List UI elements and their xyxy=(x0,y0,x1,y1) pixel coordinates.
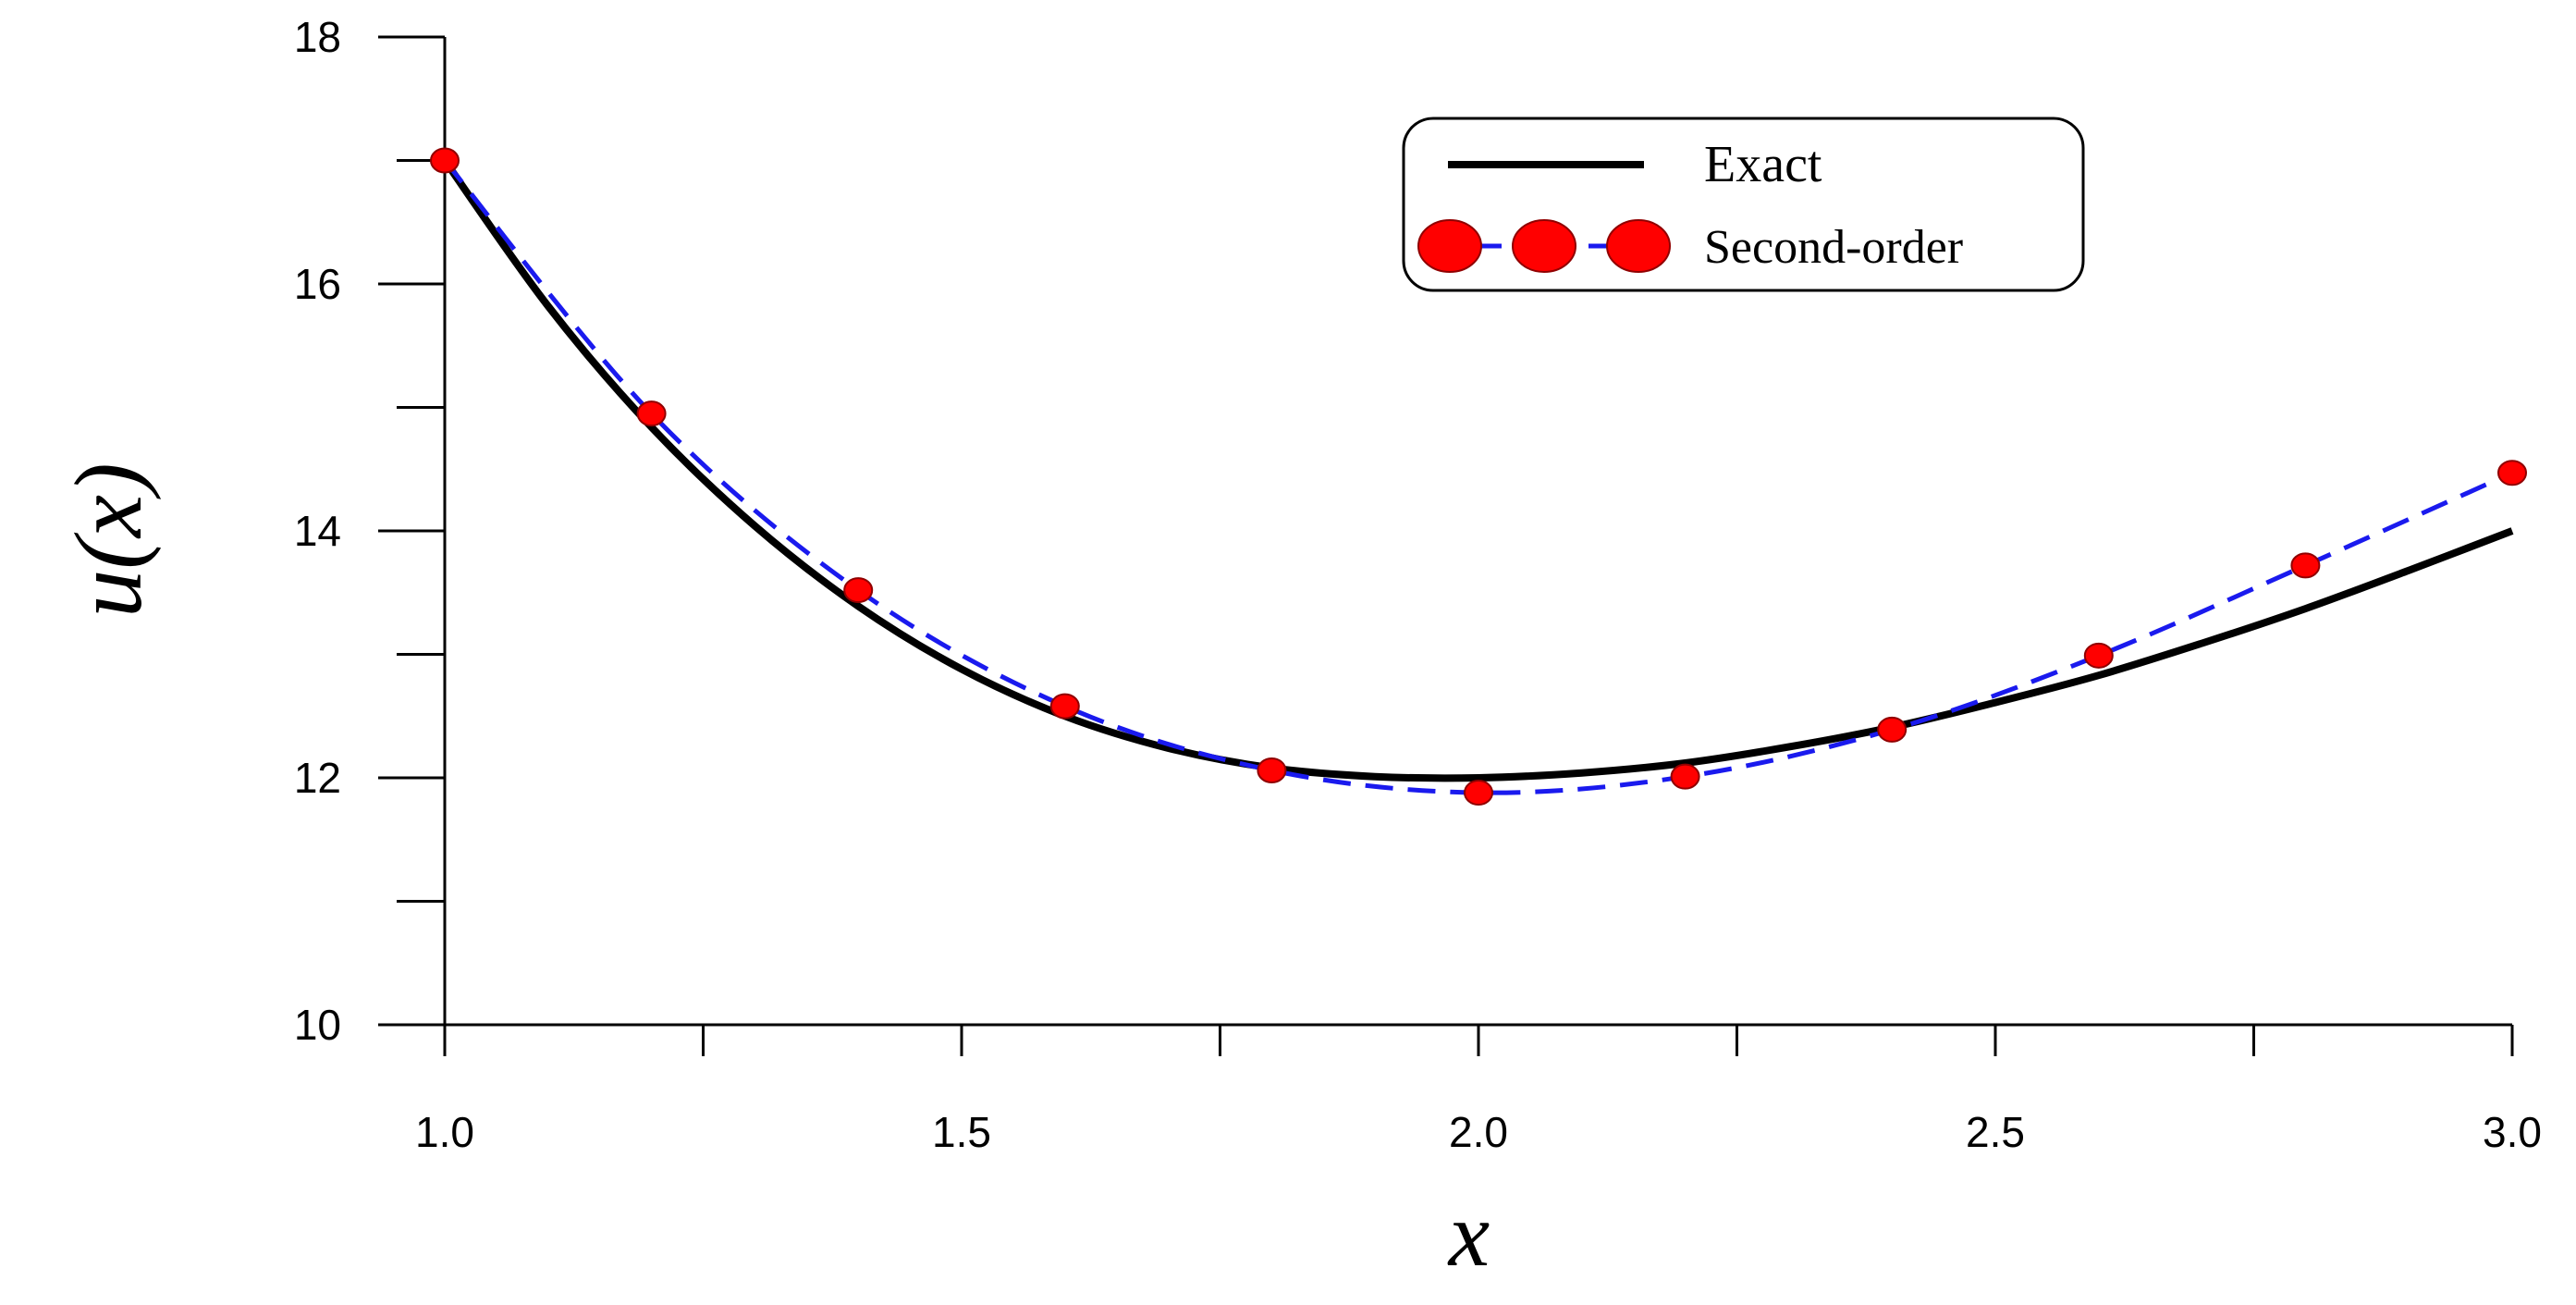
series-second-order-point xyxy=(1877,716,1907,743)
series-second-order-point xyxy=(843,577,874,604)
y-tick-label: 14 xyxy=(294,507,341,555)
x-tick-label: 2.0 xyxy=(1449,1108,1508,1156)
axes: 1.0 1.5 2.0 2.5 3.0 10 12 14 16 18 x u(x) xyxy=(55,13,2542,1286)
series-layer xyxy=(430,147,2527,806)
series-second-order-point xyxy=(2083,642,2114,669)
y-axis-title: u(x) xyxy=(55,462,162,617)
series-second-order-point xyxy=(2497,460,2527,486)
legend-exact-label: Exact xyxy=(1704,136,1822,193)
series-exact-line xyxy=(441,158,2514,782)
series-second-order-point xyxy=(1670,763,1700,790)
legend: Exact Second-order xyxy=(1402,117,2085,292)
y-tick-label: 10 xyxy=(294,1001,341,1049)
x-tick-label: 3.0 xyxy=(2483,1108,2542,1156)
series-second-order-line xyxy=(443,158,2514,795)
legend-second-order-marker xyxy=(1512,219,1576,273)
y-tick-label: 12 xyxy=(294,754,341,802)
series-second-order-point xyxy=(1464,780,1493,806)
x-tick-label: 1.0 xyxy=(415,1108,474,1156)
y-tick-label: 18 xyxy=(294,13,341,61)
x-tick-label: 1.5 xyxy=(932,1108,991,1156)
legend-second-order-marker xyxy=(1606,219,1671,273)
legend-second-order-label: Second-order xyxy=(1704,221,1963,274)
series-second-order-point xyxy=(1257,757,1287,783)
series-second-order-point xyxy=(430,147,460,174)
y-tick-label: 16 xyxy=(294,260,341,308)
legend-second-order-marker xyxy=(1417,219,1482,273)
series-second-order-point xyxy=(1049,693,1080,720)
series-second-order-point xyxy=(636,400,667,427)
x-axis-title: x xyxy=(1447,1183,1490,1286)
x-tick-label: 2.5 xyxy=(1966,1108,2025,1156)
series-second-order-point xyxy=(2290,552,2321,579)
